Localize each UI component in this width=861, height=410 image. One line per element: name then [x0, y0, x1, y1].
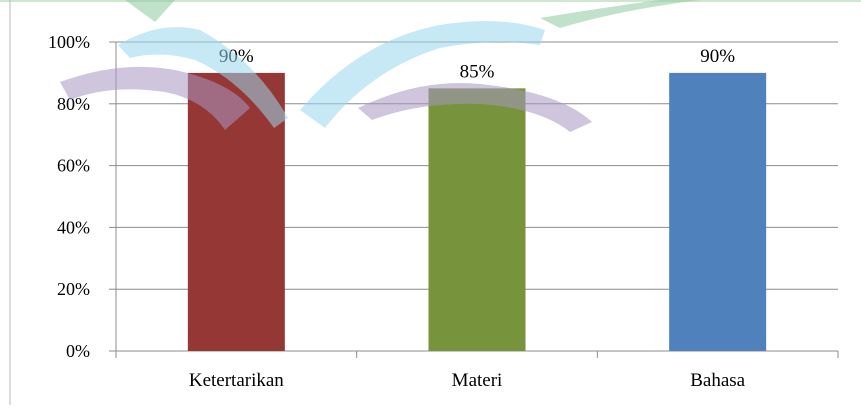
y-tick-label: 0%	[66, 341, 90, 361]
data-label: 90%	[700, 46, 735, 67]
data-label: 85%	[460, 61, 495, 82]
bar-bahasa	[669, 72, 767, 352]
watermark-purple-arc-right	[358, 83, 592, 132]
watermark-blue-arc-right	[300, 21, 545, 128]
watermark-green-stroke-left	[125, 0, 175, 22]
data-labels: 90%85%90%	[219, 46, 735, 82]
x-category-label: Ketertarikan	[189, 370, 284, 391]
watermark-purple-arc-left	[60, 66, 250, 130]
watermark-green-stroke-right	[540, 0, 700, 28]
y-tick-label: 100%	[48, 32, 90, 52]
bar-materi	[428, 88, 526, 351]
y-tick-label: 40%	[57, 217, 90, 237]
watermark-logo	[60, 0, 700, 132]
y-axis-tick-labels: 0% 20% 40% 60% 80% 100%	[48, 32, 90, 361]
x-category-label: Bahasa	[690, 370, 745, 391]
x-axis-category-labels: Ketertarikan Materi Bahasa	[189, 370, 746, 391]
watermark-blue-arc-left	[118, 27, 288, 129]
y-tick-label: 60%	[57, 156, 90, 176]
y-tick-label: 20%	[57, 279, 90, 299]
x-category-label: Materi	[452, 370, 503, 391]
y-tick-label: 80%	[57, 94, 90, 114]
